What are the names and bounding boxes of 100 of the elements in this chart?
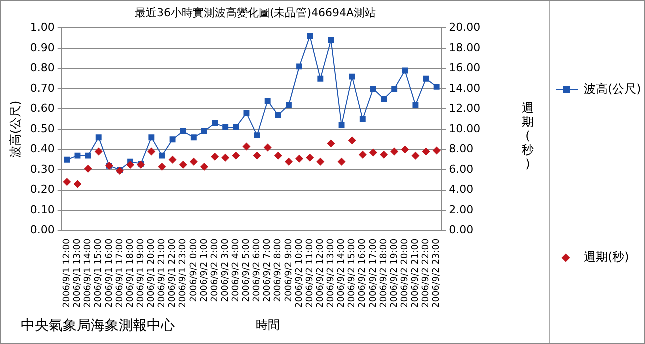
x-tick-label: 2006/9/2 7:00 — [263, 238, 274, 302]
y2-tick-label: 0.00 — [449, 224, 474, 237]
y-tick-label: 0.60 — [30, 102, 55, 116]
y-tick-label: 0.50 — [30, 122, 55, 136]
legend-label: 週期(秒) — [584, 249, 630, 266]
x-tick-label: 2006/9/2 10:00 — [294, 238, 305, 308]
point — [232, 152, 240, 160]
x-tick-label: 2006/9/2 20:00 — [400, 238, 410, 308]
y2-tick-label: 14.00 — [449, 82, 481, 95]
y-tick-label: 0.00 — [30, 224, 55, 237]
text: 中央氣象局海象測報中心 — [21, 317, 175, 335]
point — [348, 136, 356, 145]
point — [212, 120, 218, 126]
y-tick-label: 0.40 — [30, 142, 55, 156]
point — [264, 98, 271, 104]
y-tick-label: 0.90 — [30, 41, 55, 54]
point — [222, 124, 229, 130]
x-tick-label: 2006/9/2 14:00 — [337, 238, 348, 308]
y-tick-label: 0.70 — [30, 82, 55, 95]
point — [242, 142, 251, 151]
point — [170, 136, 176, 143]
x-tick-label: 2006/9/1 20:00 — [147, 238, 158, 308]
point — [349, 74, 356, 80]
point — [74, 180, 82, 188]
point — [318, 76, 324, 82]
y-tick-label: 1.00 — [30, 21, 55, 34]
point — [168, 156, 177, 164]
x-tick-label: 2006/9/2 8:00 — [274, 238, 284, 302]
point — [370, 86, 376, 92]
point — [94, 148, 103, 156]
x-tick-label: 2006/9/1 19:00 — [136, 238, 146, 308]
point — [328, 37, 334, 44]
x-axis-title: 時間 — [256, 317, 280, 334]
y-tick-label: 0.10 — [30, 203, 55, 216]
point — [296, 154, 304, 163]
point — [423, 76, 430, 82]
point — [96, 134, 102, 141]
point — [412, 152, 420, 160]
x-tick-label: 2006/9/2 21:00 — [411, 238, 422, 308]
point — [179, 160, 188, 169]
point — [369, 148, 378, 157]
point — [434, 84, 440, 90]
y2-axis-title: 週期(秒) — [521, 101, 535, 171]
point — [296, 64, 303, 70]
point — [284, 158, 293, 166]
x-tick-label: 2006/9/2 18:00 — [379, 238, 390, 308]
point — [148, 148, 156, 156]
x-tick-label: 2006/9/1 14:00 — [84, 238, 94, 308]
point — [264, 144, 272, 152]
point — [159, 152, 166, 159]
point — [244, 110, 250, 116]
point — [85, 152, 92, 159]
legend-label: 波高(公尺) — [584, 81, 642, 98]
y-axis-title: 波高(公尺) — [8, 100, 22, 158]
x-tick-label: 2006/9/2 23:00 — [432, 238, 442, 308]
y-tick-label: 0.20 — [30, 183, 55, 196]
point — [74, 152, 81, 159]
point — [202, 128, 208, 134]
point — [338, 122, 345, 128]
y-tick-label: 0.30 — [30, 162, 55, 176]
chart-title: 最近36小時實測波高變化圖(未品管)46694A測站 — [134, 6, 376, 20]
x-tick-label: 2006/9/2 4:00 — [232, 238, 242, 302]
x-tick-label: 2006/9/2 0:00 — [189, 238, 200, 302]
y2-tick-label: 20.00 — [449, 21, 481, 34]
point — [307, 33, 314, 40]
y2-tick-label: 4.00 — [449, 183, 474, 196]
point — [200, 162, 208, 171]
x-tick-label: 2006/9/1 17:00 — [115, 238, 126, 308]
x-tick-label: 2006/9/2 11:00 — [305, 238, 316, 308]
point — [148, 134, 155, 141]
x-tick-label: 2006/9/2 17:00 — [368, 238, 379, 308]
x-tick-label: 2006/9/2 16:00 — [358, 238, 368, 308]
point — [158, 162, 166, 171]
point — [422, 148, 430, 156]
y2-tick-label: 6.00 — [449, 162, 474, 176]
x-tick-label: 2006/9/1 16:00 — [104, 238, 115, 308]
point — [381, 96, 387, 102]
y2-tick-label: 12.00 — [449, 102, 481, 116]
x-tick-label: 2006/9/2 5:00 — [242, 238, 252, 302]
point — [253, 152, 262, 160]
point — [222, 154, 230, 162]
point — [211, 152, 220, 161]
point — [180, 128, 186, 134]
x-tick-label: 2006/9/1 21:00 — [158, 238, 168, 308]
y2-tick-label: 2.00 — [449, 203, 474, 216]
point — [63, 178, 72, 186]
point — [380, 150, 388, 159]
point — [190, 158, 198, 166]
point — [338, 158, 346, 166]
point — [306, 154, 314, 162]
x-tick-label: 2006/9/2 12:00 — [316, 238, 326, 308]
y-tick-label: 0.80 — [30, 62, 55, 75]
y2-tick-label: 10.00 — [449, 122, 481, 136]
point — [126, 160, 135, 169]
x-tick-label: 2006/9/2 1:00 — [200, 238, 210, 302]
point — [360, 116, 366, 122]
point — [254, 132, 260, 139]
point — [190, 134, 197, 141]
point — [390, 148, 399, 156]
x-tick-label: 2006/9/2 9:00 — [284, 238, 294, 302]
